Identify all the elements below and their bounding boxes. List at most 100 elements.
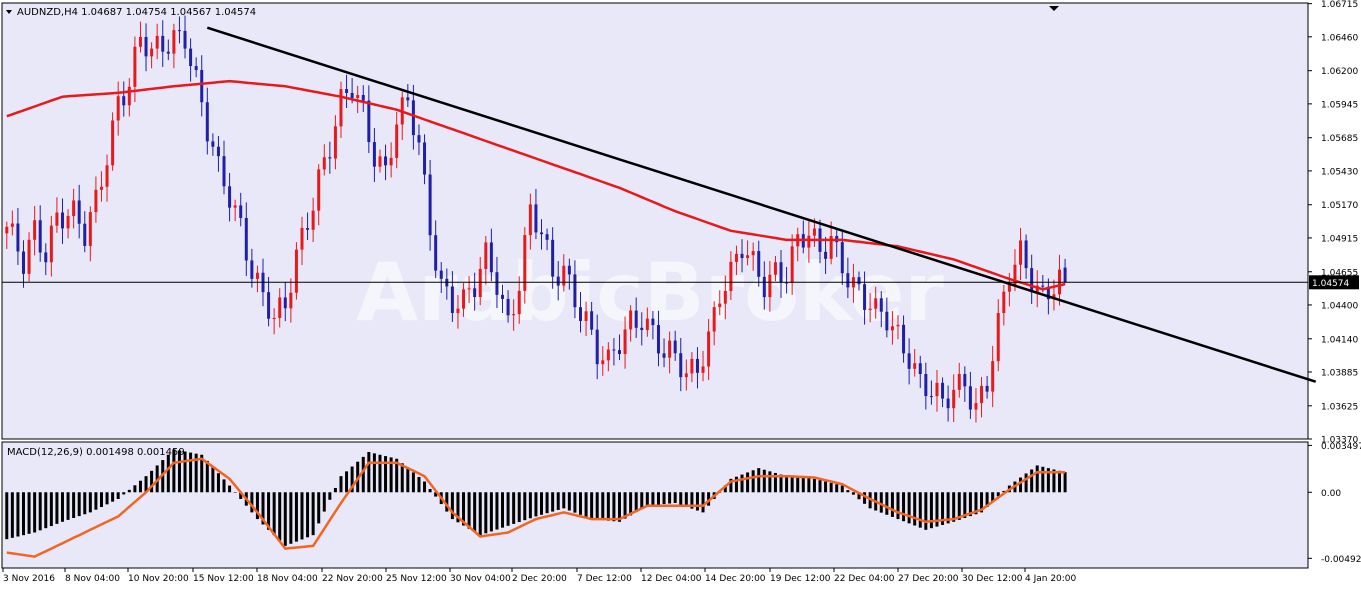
candle [138, 21, 142, 53]
candle [489, 228, 493, 282]
macd-signal-line [6, 457, 1066, 558]
macd-bar [623, 492, 627, 519]
macd-bar [322, 492, 326, 512]
current-price-tag [1309, 275, 1359, 290]
candle [985, 376, 989, 399]
macd-bar [1058, 470, 1062, 493]
price-tick-label: 1.04655 [1321, 268, 1358, 278]
macd-bar [846, 490, 850, 493]
candle-body [562, 265, 566, 286]
macd-bar [773, 472, 777, 493]
chart-shift-marker-icon[interactable] [1049, 6, 1059, 11]
candle [122, 81, 126, 117]
candle-body [150, 48, 154, 57]
candle-body [684, 373, 688, 378]
candle [534, 188, 538, 240]
macd-bar [512, 492, 516, 524]
candle [384, 144, 388, 181]
candle [467, 276, 471, 304]
candle-body [779, 262, 783, 283]
candle-body [428, 174, 432, 236]
macd-bar [16, 492, 20, 537]
macd-bar [762, 469, 766, 493]
macd-bar [133, 485, 137, 493]
candle [874, 286, 878, 319]
macd-bar [551, 492, 555, 512]
candle-body [183, 30, 187, 49]
candle-body [540, 232, 544, 235]
candle [885, 297, 889, 338]
candle [189, 38, 193, 82]
candle-body [868, 308, 872, 310]
macd-bar [807, 478, 811, 493]
macd-bar [44, 492, 48, 529]
candle-body [406, 97, 410, 101]
candle [21, 240, 25, 288]
macd-tick-label: 0.003497 [1321, 442, 1361, 452]
macd-bar [255, 492, 259, 520]
candle-body [350, 92, 354, 99]
candle-body [144, 36, 148, 57]
candle [150, 42, 154, 69]
candle-body [21, 251, 25, 274]
candle-body [902, 324, 906, 354]
macd-bar [350, 466, 354, 493]
time-tick-label: 7 Dec 12:00 [577, 574, 632, 584]
candle-body [957, 373, 961, 390]
candle-body [94, 189, 98, 213]
macd-bar [88, 492, 92, 513]
macd-bar [662, 492, 666, 505]
candle [690, 352, 694, 383]
macd-bar [428, 489, 432, 493]
time-tick-label: 8 Nov 04:00 [65, 574, 120, 584]
candle [378, 149, 382, 173]
candle [478, 256, 482, 306]
macd-bar [177, 450, 181, 493]
candle-body [250, 260, 254, 279]
candle [662, 338, 666, 368]
candle [629, 305, 633, 342]
candle [294, 242, 298, 300]
candle [211, 133, 215, 156]
candle-body [138, 36, 142, 47]
candle-body [690, 358, 694, 374]
macd-bar [10, 492, 14, 538]
candle [233, 199, 237, 222]
candle [1002, 284, 1006, 326]
macd-bar [779, 474, 783, 493]
price-tick-label: 1.05945 [1321, 100, 1358, 110]
time-tick-label: 3 Nov 2016 [3, 574, 55, 584]
candle [177, 16, 181, 44]
candle [996, 299, 1000, 372]
macd-bar [540, 492, 544, 515]
candle-body [534, 204, 538, 233]
candle [790, 234, 794, 295]
macd-bar [138, 480, 142, 493]
candle-body [122, 96, 126, 106]
macd-bar [913, 492, 917, 526]
candle [595, 314, 599, 380]
macd-bar [228, 485, 232, 493]
macd-bar [495, 492, 499, 530]
candle-body [434, 235, 438, 271]
candle [556, 261, 560, 301]
candle-body [590, 311, 594, 330]
macd-bar [345, 471, 349, 493]
macd-bar [144, 476, 148, 493]
macd-bar [116, 492, 120, 499]
macd-bar [907, 492, 911, 524]
candle [768, 261, 772, 312]
macd-bar [400, 463, 404, 493]
macd-bar [562, 492, 566, 509]
candle [200, 55, 204, 117]
candle [183, 15, 187, 59]
candle-body [963, 373, 967, 387]
candle-body [361, 94, 365, 101]
candle [506, 290, 510, 323]
candle [812, 218, 816, 247]
macd-bar [172, 449, 176, 493]
candle-body [556, 276, 560, 286]
candle-body [952, 389, 956, 409]
macd-bar [840, 485, 844, 493]
collapse-triangle-icon[interactable] [6, 10, 12, 14]
